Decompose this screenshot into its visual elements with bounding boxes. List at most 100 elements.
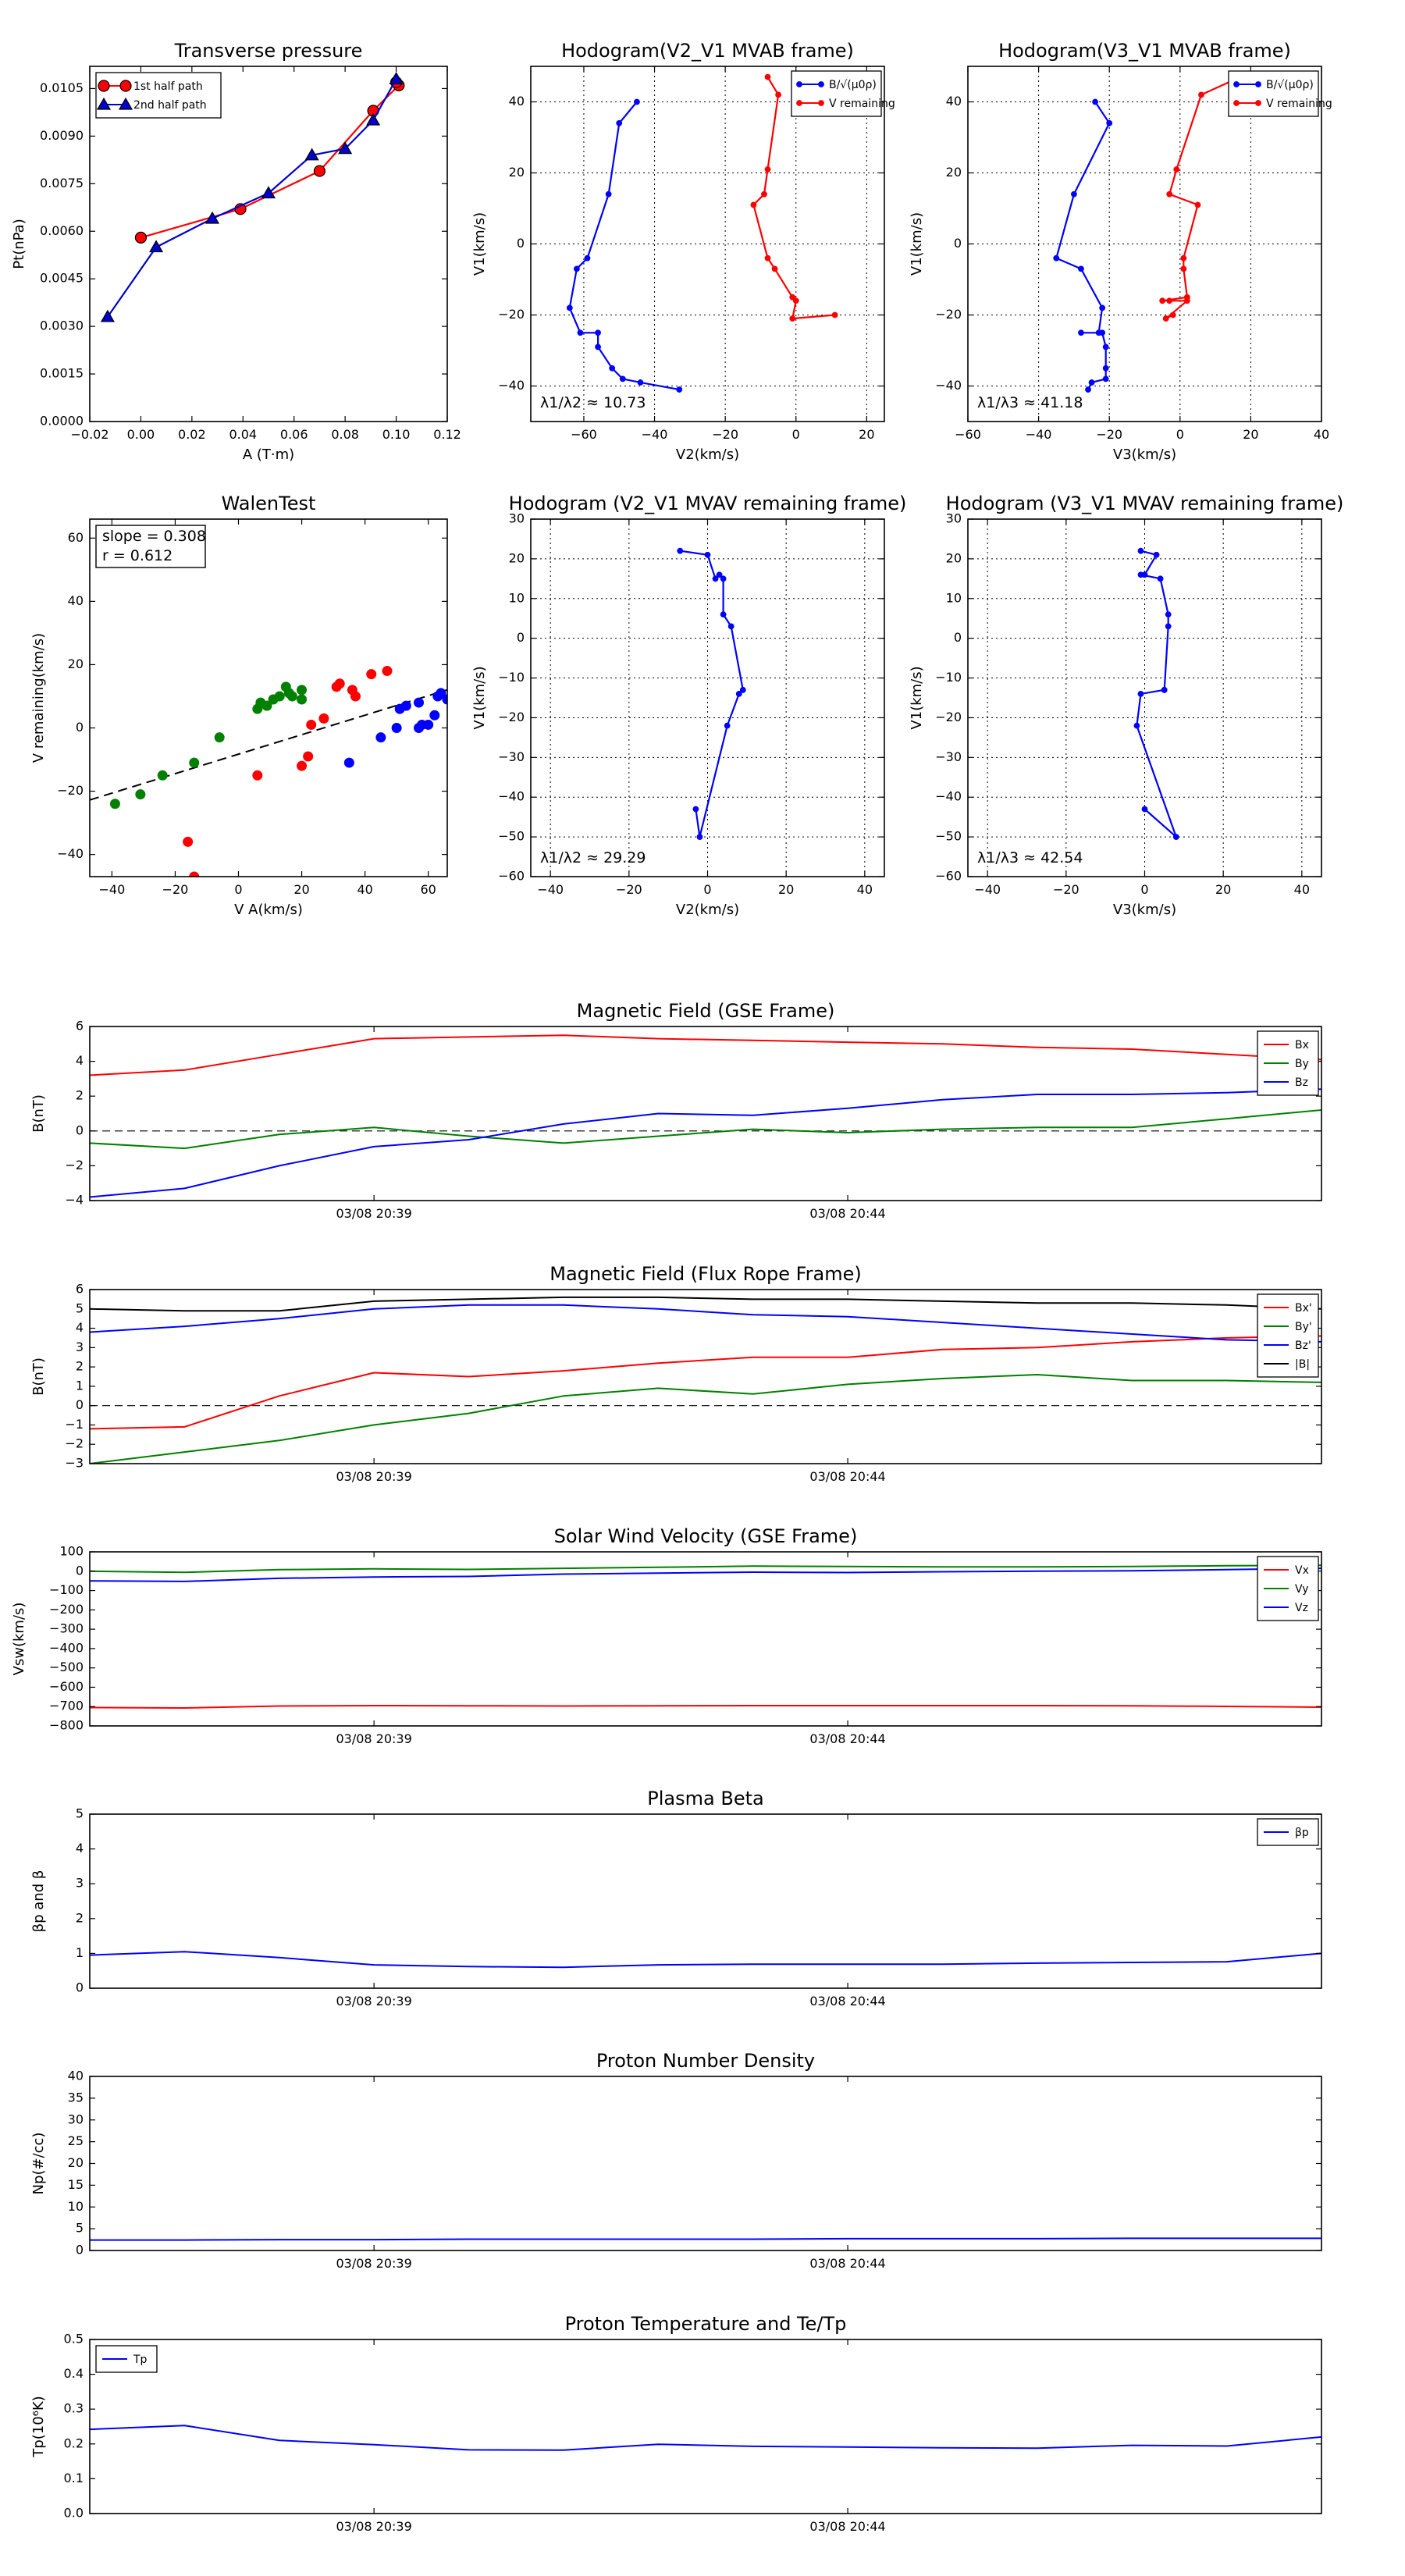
axes-frame bbox=[89, 2076, 1322, 2251]
y-tick-label: −500 bbox=[49, 1660, 84, 1674]
legend-marker bbox=[1233, 81, 1240, 87]
chart-tp: Transverse pressure −0.02 0.00 0.02 0.04 0.06… bbox=[11, 40, 461, 463]
y-axis-label: Pt(nPa) bbox=[11, 219, 27, 269]
y-axis-label: Np(#/cc) bbox=[30, 2133, 47, 2195]
y-tick-label: 100 bbox=[59, 1544, 84, 1559]
x-tick-label: −20 bbox=[162, 882, 189, 897]
plot-area bbox=[1133, 547, 1179, 841]
data-point bbox=[1169, 311, 1176, 318]
x-tick-label: 03/08 20:44 bbox=[809, 1731, 885, 1746]
y-tick-label: 0 bbox=[517, 236, 525, 251]
axes-frame bbox=[89, 1813, 1322, 1989]
y-tick-label: −50 bbox=[498, 829, 525, 844]
y-tick-label: −3 bbox=[65, 1456, 84, 1471]
data-point bbox=[605, 190, 612, 197]
data-point bbox=[338, 141, 353, 155]
data-point bbox=[261, 186, 276, 199]
series-line bbox=[90, 1951, 1321, 1969]
data-point bbox=[566, 304, 573, 311]
y-tick-label: −4 bbox=[65, 1193, 84, 1208]
y-tick-label: −50 bbox=[935, 829, 962, 844]
scatter-point bbox=[436, 688, 446, 699]
x-tick-label: 0 bbox=[703, 882, 711, 897]
data-point bbox=[692, 806, 699, 813]
chart-bfr: Magnetic Field (Flux Rope Frame) 03/08 20… bbox=[30, 1263, 1322, 1484]
y-tick-label: 0 bbox=[517, 630, 525, 645]
scatter-point bbox=[350, 691, 361, 702]
legend-marker bbox=[1233, 100, 1240, 106]
y-tick-label: −2 bbox=[65, 1436, 84, 1451]
scatter-point bbox=[189, 871, 200, 877]
y-tick-label: 0.0090 bbox=[40, 128, 84, 143]
y-tick-label: −20 bbox=[57, 783, 84, 798]
x-tick-label: 03/08 20:39 bbox=[336, 1731, 411, 1746]
y-tick-label: 0.0000 bbox=[40, 414, 84, 429]
y-tick-label: 35 bbox=[68, 2090, 84, 2105]
data-point bbox=[735, 691, 742, 697]
series-line bbox=[680, 550, 744, 838]
scatter-point bbox=[400, 700, 411, 711]
data-point bbox=[577, 329, 584, 336]
y-tick-label: 0.5 bbox=[64, 2332, 84, 2347]
data-point bbox=[1092, 98, 1098, 105]
y-axis-label: βp and β bbox=[30, 1870, 47, 1933]
data-point bbox=[764, 166, 771, 173]
data-point bbox=[304, 148, 319, 161]
scatter-point bbox=[297, 685, 308, 696]
y-axis-label: B(nT) bbox=[30, 1357, 47, 1396]
y-tick-label: −10 bbox=[498, 670, 525, 685]
y-tick-label: 0 bbox=[954, 236, 962, 251]
y-tick-label: 0 bbox=[76, 2243, 84, 2258]
y-tick-label: 0.1 bbox=[64, 2471, 84, 2485]
legend-label: Vy bbox=[1295, 1583, 1309, 1596]
chart-title: Proton Number Density bbox=[596, 2050, 815, 2072]
scatter-point bbox=[306, 719, 317, 730]
chart-title: WalenTest bbox=[222, 493, 316, 514]
chart-title: Solar Wind Velocity (GSE Frame) bbox=[554, 1525, 858, 1547]
scatter-point bbox=[391, 723, 402, 734]
data-point bbox=[739, 686, 746, 693]
data-point bbox=[1102, 343, 1109, 350]
y-tick-label: 0.0 bbox=[64, 2506, 84, 2521]
y-tick-label: 0.3 bbox=[64, 2401, 84, 2416]
data-point bbox=[764, 254, 771, 262]
series-line bbox=[90, 1088, 1321, 1198]
scatter-point bbox=[303, 751, 314, 762]
y-tick-label: 20 bbox=[946, 165, 962, 180]
legend-label: 1st half path bbox=[133, 80, 203, 93]
data-point bbox=[100, 309, 115, 322]
y-axis-label: B(nT) bbox=[30, 1094, 47, 1133]
x-tick-label: 40 bbox=[357, 882, 372, 897]
data-point bbox=[1085, 386, 1091, 393]
axes-frame bbox=[89, 2339, 1322, 2514]
scatter-point bbox=[274, 691, 285, 702]
x-tick-label: 20 bbox=[1243, 427, 1258, 442]
x-tick-label: 03/08 20:39 bbox=[336, 1469, 411, 1484]
series-line bbox=[90, 1335, 1321, 1430]
chart-beta: Plasma Beta 03/08 20:39 03/08 20:44 0 1 2 3 4 5 β… bbox=[30, 1788, 1322, 2008]
legend-label: By bbox=[1295, 1058, 1309, 1070]
legend-box bbox=[95, 72, 222, 119]
legend-label: Bx bbox=[1295, 1039, 1309, 1051]
data-point bbox=[720, 611, 727, 618]
axes-frame bbox=[89, 518, 448, 877]
data-point bbox=[313, 165, 326, 177]
plot-area bbox=[109, 666, 447, 877]
y-tick-label: 1 bbox=[76, 1378, 84, 1393]
chart-title: Plasma Beta bbox=[647, 1788, 763, 1809]
scatter-point bbox=[157, 770, 168, 781]
y-tick-label: 10 bbox=[68, 2199, 84, 2214]
data-point bbox=[750, 201, 757, 208]
data-point bbox=[1102, 375, 1109, 382]
chart-h3: Hodogram (V2_V1 MVAV remaining frame) −40… bbox=[471, 493, 906, 918]
data-point bbox=[1078, 329, 1084, 336]
scatter-point bbox=[442, 694, 447, 705]
scatter-point bbox=[183, 836, 194, 847]
x-tick-label: 0 bbox=[792, 427, 800, 442]
chart-title: Hodogram(V2_V1 MVAB frame) bbox=[561, 40, 854, 62]
legend-label: V remaining bbox=[1266, 98, 1332, 110]
scatter-point bbox=[252, 770, 263, 781]
data-point bbox=[1099, 329, 1106, 336]
y-tick-label: 40 bbox=[509, 94, 525, 109]
y-tick-label: −2 bbox=[65, 1158, 84, 1172]
